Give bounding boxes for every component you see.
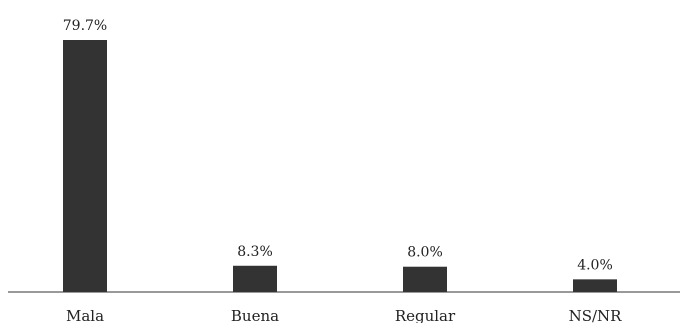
x-tick-label-buena: Buena <box>231 307 279 323</box>
data-label-buena: 8.3% <box>237 244 273 260</box>
x-tick-label-ns-nr: NS/NR <box>569 307 623 323</box>
bar-buena <box>233 265 277 292</box>
data-labels-group: 79.7% 8.3% 8.0% 4.0% <box>63 18 613 273</box>
x-tick-label-mala: Mala <box>66 307 104 323</box>
x-tick-label-regular: Regular <box>395 307 456 323</box>
bar-mala <box>63 40 107 292</box>
bar-regular <box>403 266 447 292</box>
data-label-ns-nr: 4.0% <box>577 257 613 273</box>
bars-group <box>63 40 617 292</box>
data-label-mala: 79.7% <box>63 18 107 34</box>
bar-ns-nr <box>573 279 617 292</box>
data-label-regular: 8.0% <box>407 245 443 261</box>
x-tick-labels-group: Mala Buena Regular NS/NR <box>66 307 622 323</box>
